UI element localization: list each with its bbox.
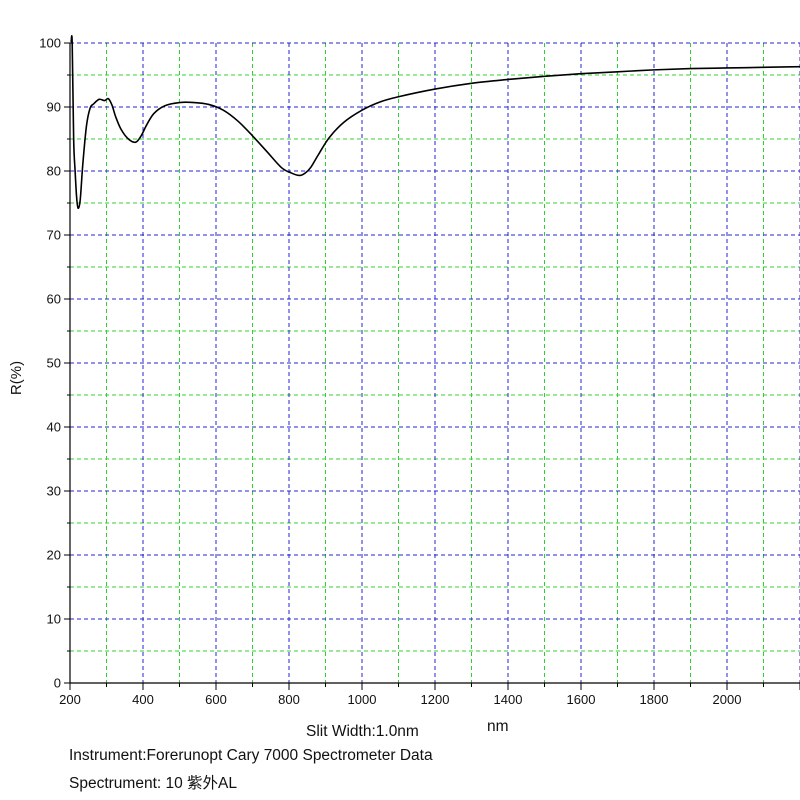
y-tick-labels: 0 10 20 30 40 50 60 70 80 90 100: [39, 36, 70, 691]
y-tick-label: 70: [47, 228, 61, 243]
major-grid: [70, 42, 800, 683]
x-tick-labels: 200 400 600 800 1000 1200 1400 1600 1800 2000: [59, 683, 800, 707]
reflectance-series-line: [70, 35, 800, 210]
x-tick-label: 800: [278, 692, 300, 707]
spectrument-label: Spectrument: 10 紫外AL: [69, 775, 237, 792]
x-tick-label: 1800: [640, 692, 669, 707]
x-tick-label: 1600: [567, 692, 596, 707]
y-tick-label: 80: [47, 164, 61, 179]
x-tick-label: 400: [132, 692, 154, 707]
y-tick-label: 40: [47, 420, 61, 435]
x-tick-label: 1200: [421, 692, 450, 707]
y-tick-label: 50: [47, 356, 61, 371]
slit-width-label: Slit Width:1.0nm: [306, 723, 419, 740]
instrument-label: Instrument:Forerunopt Cary 7000 Spectrom…: [69, 747, 433, 764]
x-axis-label: nm: [487, 718, 509, 735]
y-tick-label: 60: [47, 292, 61, 307]
y-tick-label: 100: [39, 36, 61, 51]
y-tick-label: 90: [47, 100, 61, 115]
series-layer: [70, 35, 800, 210]
x-tick-label: 200: [59, 692, 81, 707]
x-tick-label: 1400: [494, 692, 523, 707]
x-tick-label: 600: [205, 692, 227, 707]
x-tick-label: 2000: [713, 692, 742, 707]
y-tick-label: 0: [54, 676, 61, 691]
x-tick-label: 1000: [348, 692, 377, 707]
y-tick-label: 30: [47, 484, 61, 499]
y-axis-label: R(%): [8, 361, 25, 395]
y-tick-label: 20: [47, 548, 61, 563]
y-tick-label: 10: [47, 612, 61, 627]
